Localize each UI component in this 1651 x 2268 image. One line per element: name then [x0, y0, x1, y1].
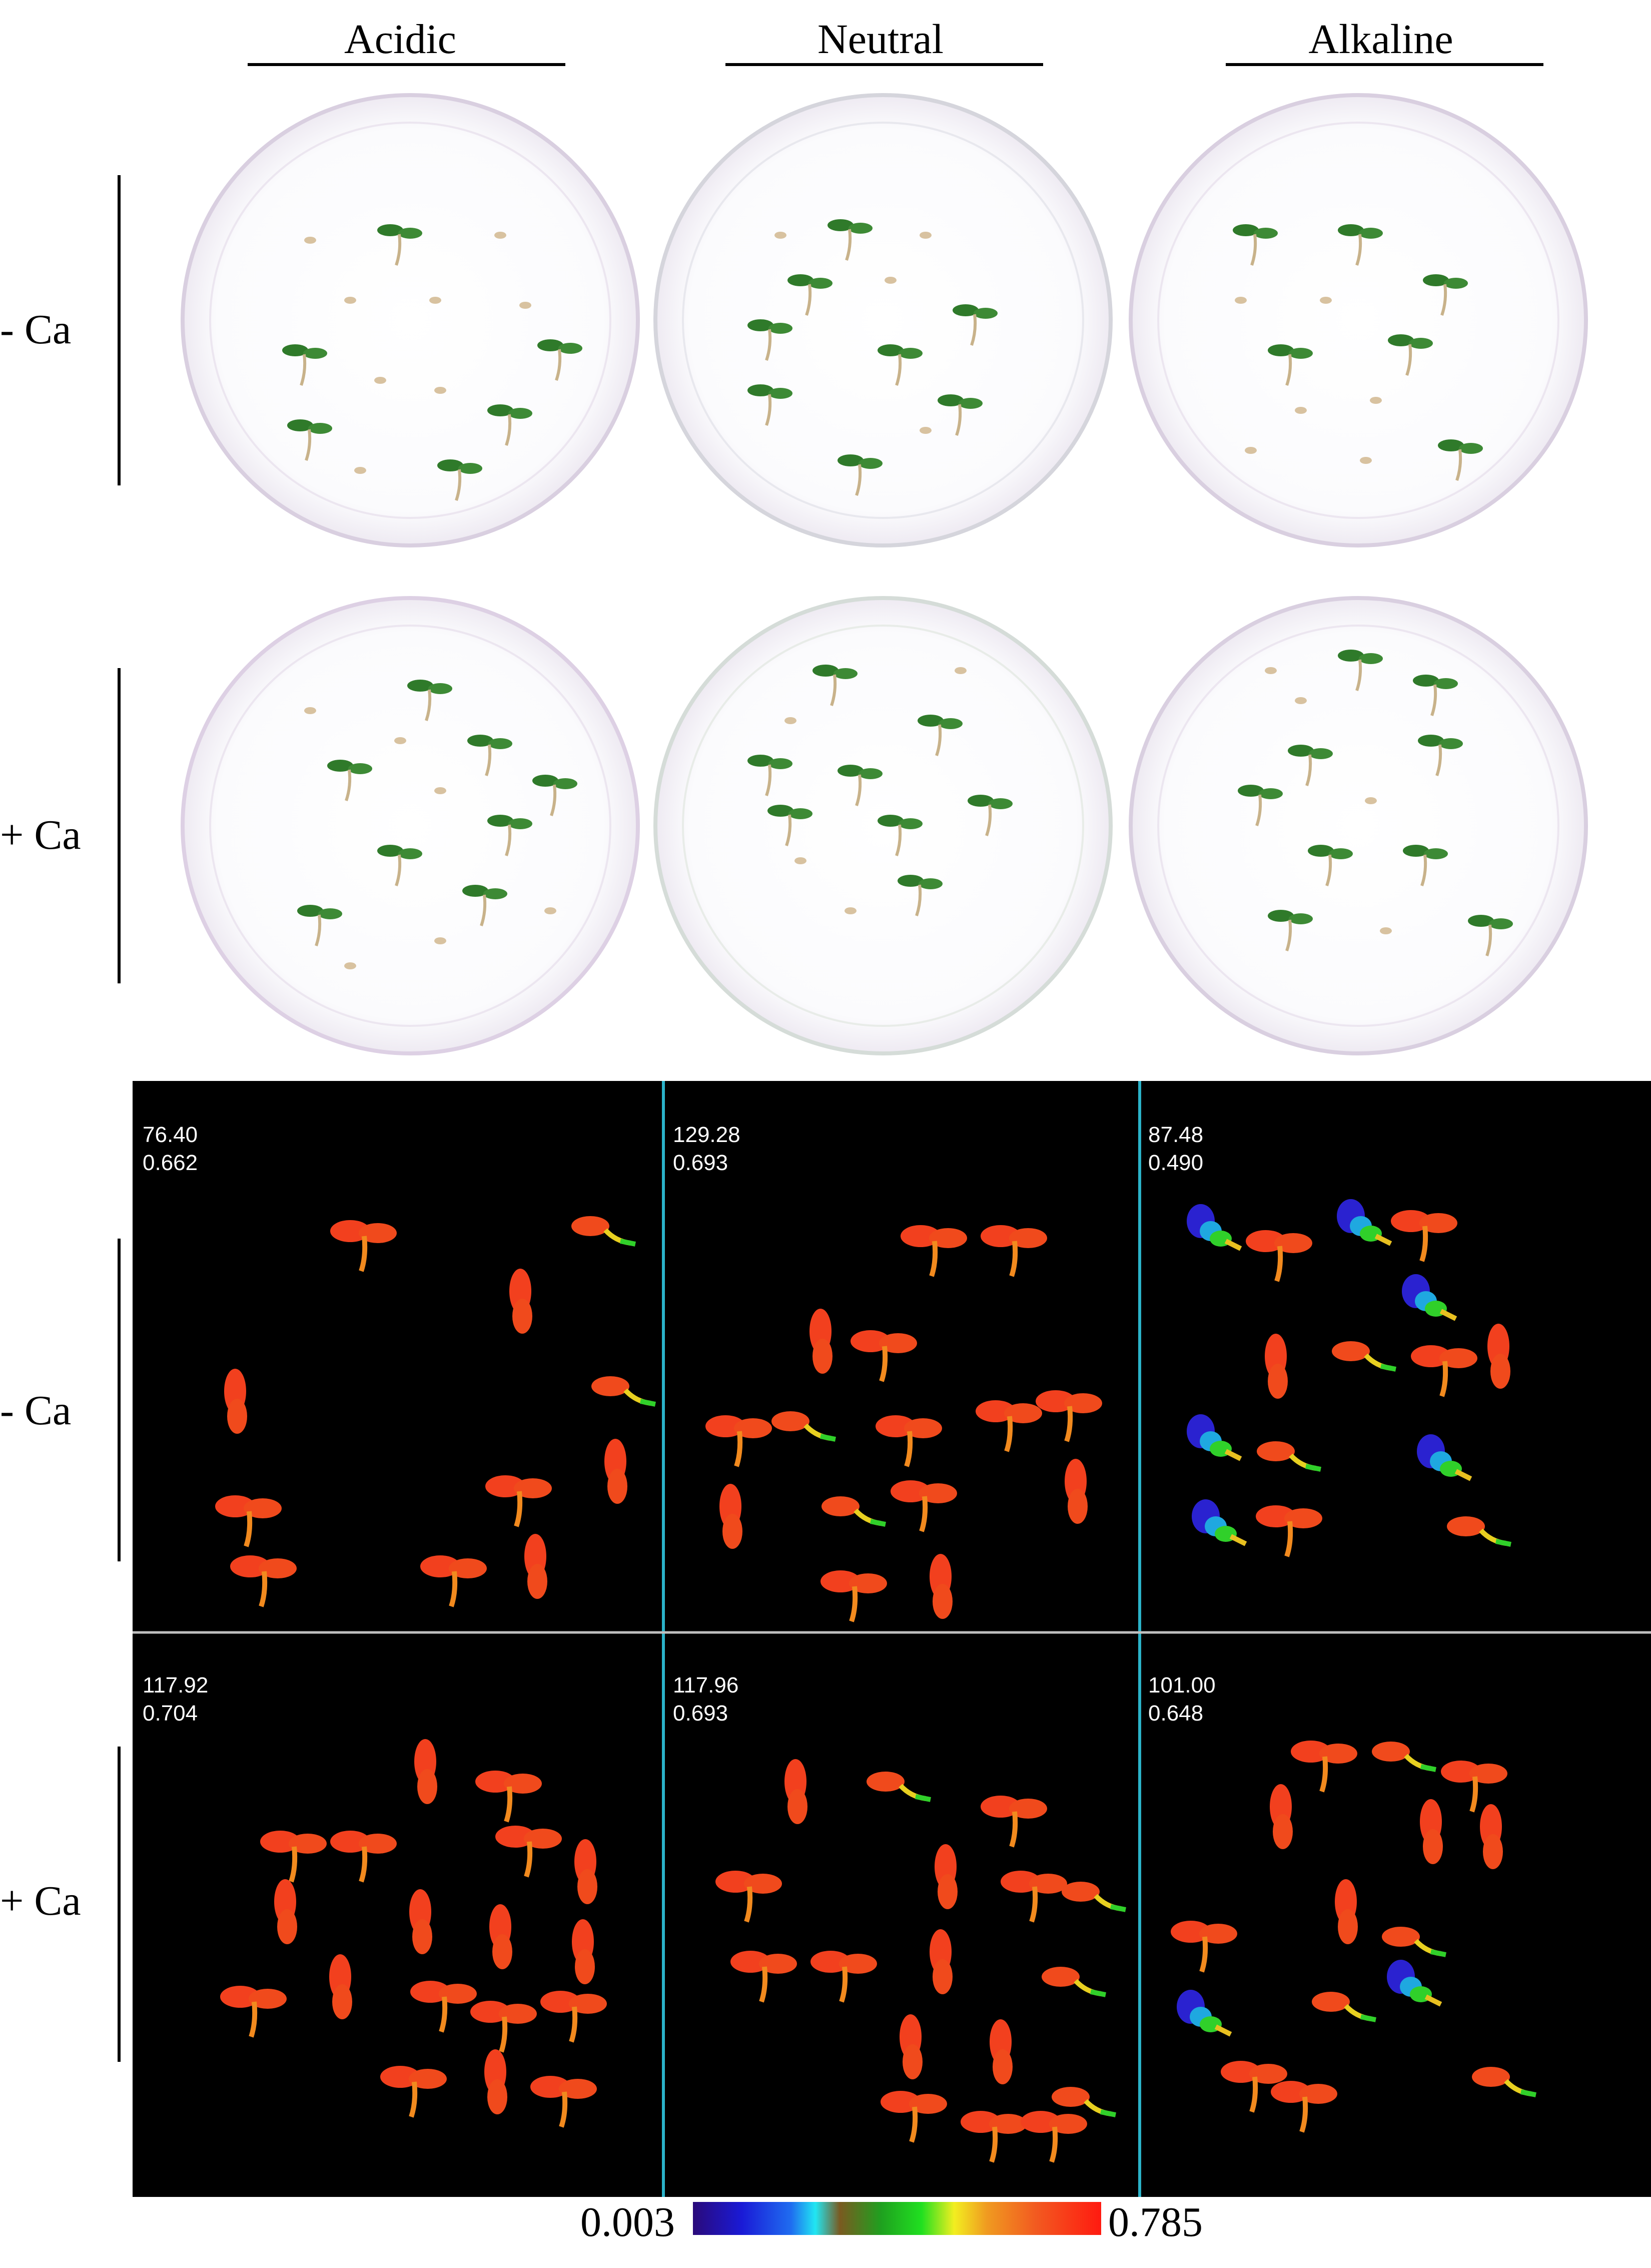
panel-values-neutral-plus-ca: 117.96 0.693 [673, 1671, 738, 1728]
column-label-alkaline: Alkaline [1308, 16, 1453, 63]
panel-value-2: 0.662 [143, 1151, 198, 1175]
row-bracket [118, 668, 121, 983]
dish-acidic-minus-ca [181, 93, 640, 547]
dish-alkaline-plus-ca [1129, 596, 1588, 1055]
colorbar-min-label: 0.003 [580, 2199, 675, 2245]
dish-acidic-plus-ca [181, 596, 640, 1055]
row-label-plus-ca: + Ca [0, 812, 81, 858]
panel-values-alkaline-minus-ca: 87.48 0.490 [1148, 1121, 1203, 1177]
column-underline [725, 63, 1043, 66]
column-underline [248, 63, 565, 66]
panel-values-acidic-plus-ca: 117.92 0.704 [143, 1671, 208, 1728]
row-label-plus-ca: + Ca [0, 1878, 81, 1924]
panel-values-neutral-minus-ca: 129.28 0.693 [673, 1121, 740, 1177]
panel-value-2: 0.648 [1148, 1701, 1204, 1726]
row-label-minus-ca: - Ca [0, 1387, 72, 1434]
panel-value-1: 76.40 [143, 1122, 198, 1147]
panel-value-1: 129.28 [673, 1122, 740, 1147]
row-bracket [118, 1239, 121, 1561]
panel-value-1: 117.92 [143, 1673, 209, 1697]
column-underline [1226, 63, 1543, 66]
panel-value-1: 101.00 [1148, 1673, 1216, 1697]
panel-value-2: 0.490 [1148, 1151, 1204, 1175]
row-label-minus-ca: - Ca [0, 306, 72, 353]
row-bracket [118, 1747, 121, 2062]
panel-value-1: 117.96 [673, 1673, 739, 1697]
colorbar [693, 2202, 1101, 2235]
panel-value-2: 0.704 [143, 1701, 198, 1726]
dish-neutral-plus-ca [653, 596, 1113, 1055]
column-label-neutral: Neutral [817, 16, 944, 63]
panel-value-2: 0.693 [673, 1701, 728, 1726]
panel-values-alkaline-plus-ca: 101.00 0.648 [1148, 1671, 1216, 1728]
panel-value-2: 0.693 [673, 1151, 728, 1175]
dish-neutral-minus-ca [653, 93, 1113, 547]
fluorescence-panel [133, 1081, 1651, 2197]
row-bracket [118, 175, 121, 485]
colorbar-max-label: 0.785 [1108, 2199, 1203, 2245]
column-label-acidic: Acidic [344, 16, 456, 63]
dish-alkaline-minus-ca [1129, 93, 1588, 547]
panel-value-1: 87.48 [1148, 1122, 1204, 1147]
panel-values-acidic-minus-ca: 76.40 0.662 [143, 1121, 198, 1177]
